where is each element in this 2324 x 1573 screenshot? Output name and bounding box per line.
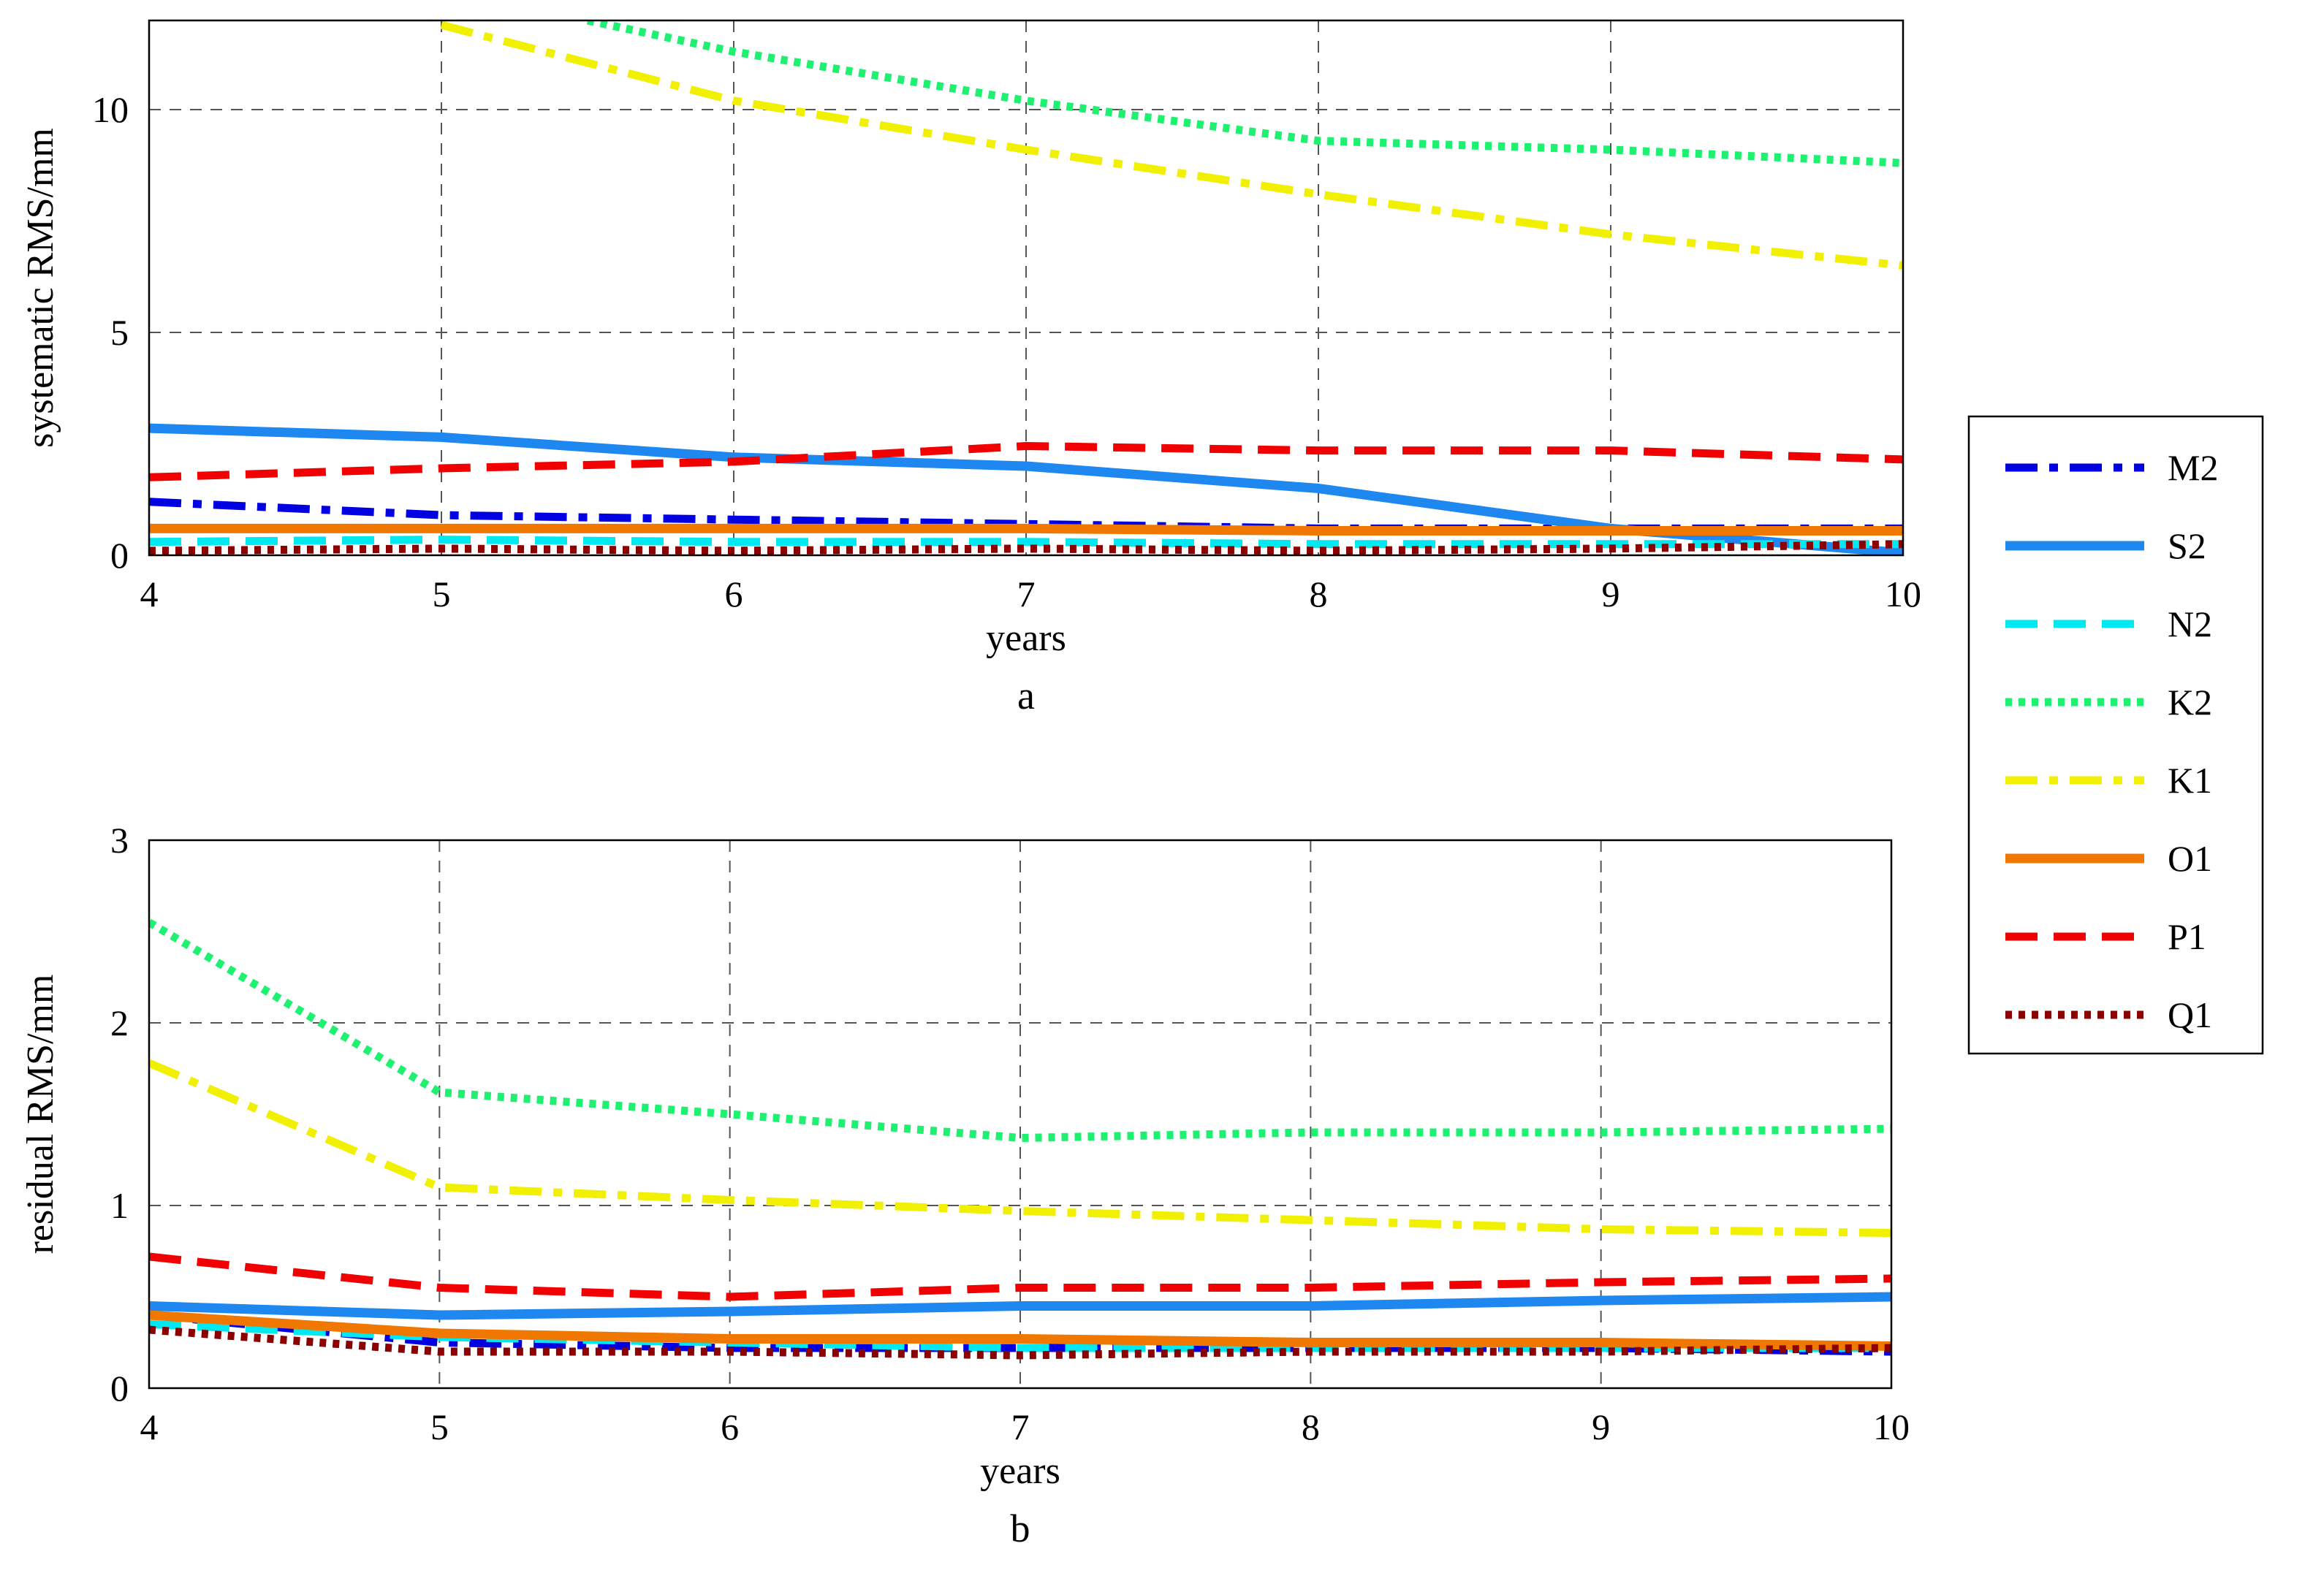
series-line-o1 <box>149 1310 1891 1351</box>
x-tick-label: 4 <box>140 574 159 614</box>
legend-box <box>1967 415 2264 1055</box>
x-tick-label: 5 <box>430 1406 449 1447</box>
y-tick-label: 0 <box>110 535 129 576</box>
series-line-o1 <box>149 523 1903 536</box>
y-tick-label: 0 <box>110 1368 129 1409</box>
series-line-k2 <box>149 918 1891 1142</box>
legend-label-k2: K2 <box>2168 682 2212 723</box>
x-axis-label: years <box>980 1450 1060 1492</box>
x-tick-label: 5 <box>433 574 451 614</box>
series-line-p1 <box>149 442 1903 481</box>
series-line-k2 <box>586 20 1903 167</box>
x-tick-label: 9 <box>1602 574 1620 614</box>
series-line-k1 <box>440 20 1903 270</box>
legend-label-o1: O1 <box>2168 838 2212 879</box>
legend-label-p1: P1 <box>2168 916 2206 957</box>
axes-frame <box>148 19 1905 557</box>
panel-b: 4 5 6 7 8 9 10 0 1 2 3 years b residual RMS/mm <box>20 820 1910 1550</box>
y-tick-label: 3 <box>110 820 129 861</box>
series-group <box>149 918 1891 1360</box>
panel-label: a <box>1017 674 1035 717</box>
panel-a: 4 5 6 7 8 9 10 0 5 10 years a systematic RMS/mm <box>20 19 1921 717</box>
legend-label-s2: S2 <box>2168 525 2206 566</box>
y-axis-label: residual RMS/mm <box>20 975 61 1254</box>
y-tick-label: 2 <box>110 1002 129 1043</box>
series-group <box>149 20 1903 555</box>
series-line-q1 <box>149 1325 1891 1360</box>
legend-label-m2: M2 <box>2168 447 2218 488</box>
legend-label-k1: K1 <box>2168 760 2212 801</box>
series-line-p1 <box>149 1252 1891 1301</box>
x-tick-label: 8 <box>1310 574 1328 614</box>
x-tick-label: 10 <box>1885 574 1921 614</box>
y-tick-label: 10 <box>92 89 129 130</box>
x-tick-label: 6 <box>725 574 743 614</box>
legend-label-q1: Q1 <box>2168 994 2212 1035</box>
legend-label-n2: N2 <box>2168 603 2212 644</box>
series-line-n2 <box>149 536 1903 549</box>
x-tick-label: 4 <box>140 1406 159 1447</box>
x-tick-label: 9 <box>1592 1406 1610 1447</box>
y-axis-label: systematic RMS/mm <box>20 128 61 448</box>
series-line-s2 <box>149 1292 1891 1320</box>
x-tick-label: 10 <box>1873 1406 1910 1447</box>
y-tick-label: 5 <box>110 312 129 353</box>
y-tick-label: 1 <box>110 1185 129 1226</box>
x-axis-label: years <box>986 617 1066 659</box>
x-tick-label: 7 <box>1011 1406 1030 1447</box>
series-line-q1 <box>149 540 1903 555</box>
legend: M2 S2 N2 K2 K1 O1 P1 Q1 <box>1967 415 2264 1055</box>
panel-label: b <box>1011 1507 1030 1550</box>
x-tick-label: 6 <box>721 1406 739 1447</box>
axes-frame <box>148 839 1893 1390</box>
x-tick-label: 7 <box>1017 574 1036 614</box>
x-tick-label: 8 <box>1302 1406 1320 1447</box>
